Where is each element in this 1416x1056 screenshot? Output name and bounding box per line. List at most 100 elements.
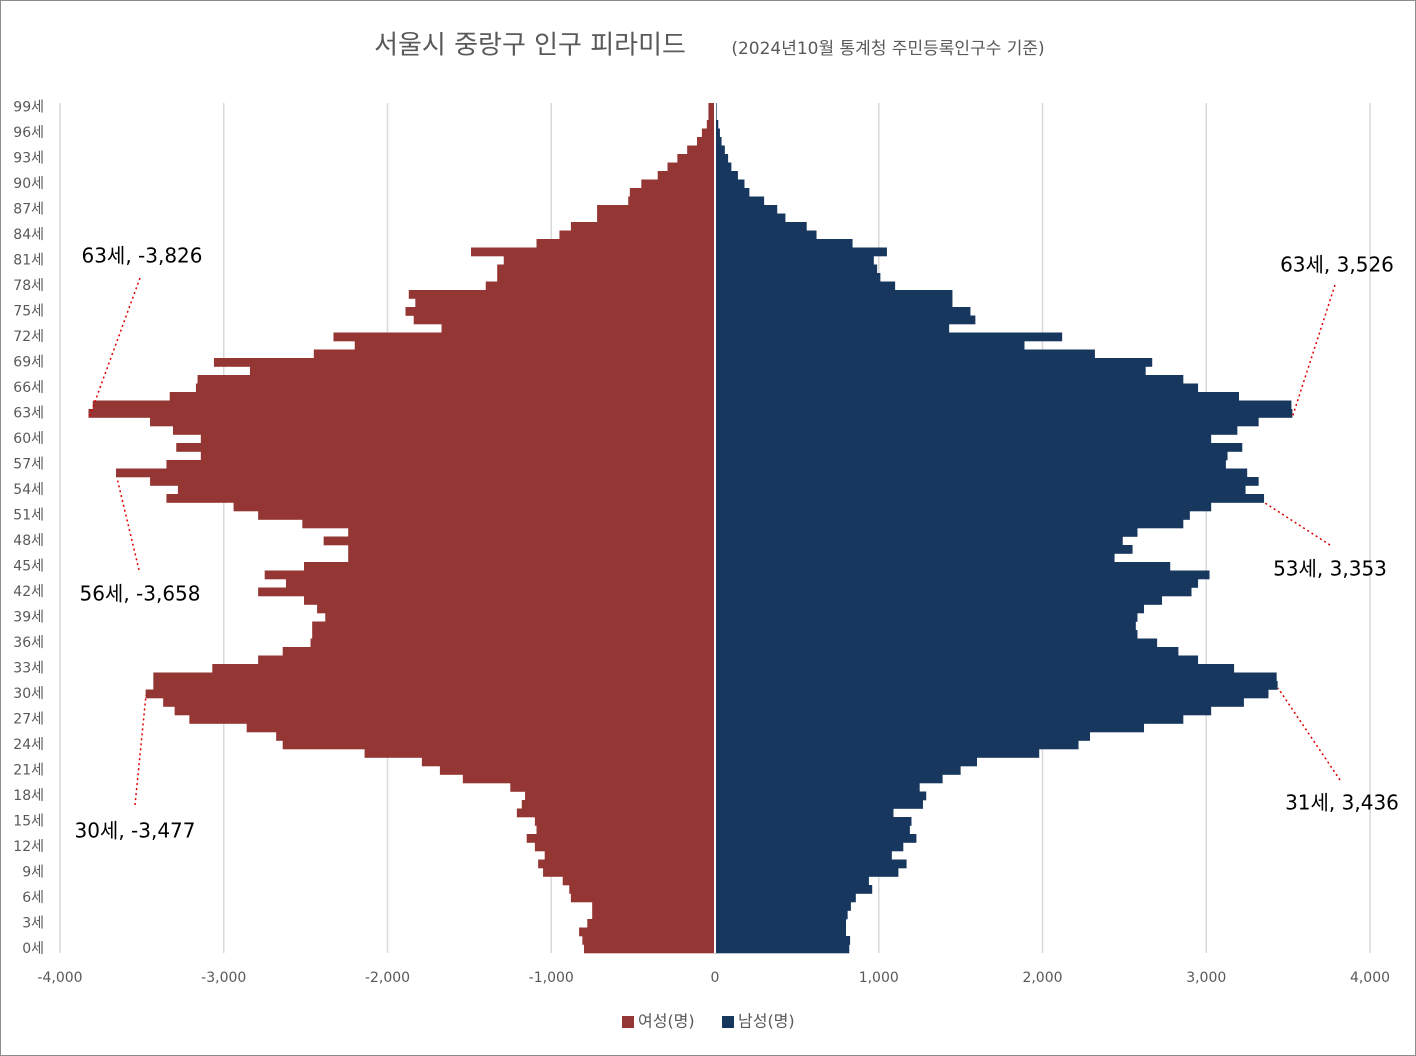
bar <box>354 341 715 350</box>
bar <box>715 426 1238 435</box>
bar <box>715 341 1025 350</box>
bar <box>715 417 1259 427</box>
bar <box>189 715 716 724</box>
legend-swatch <box>622 1016 634 1028</box>
bar <box>715 205 778 214</box>
bar <box>92 400 715 410</box>
bar <box>715 477 1259 486</box>
bar <box>715 723 1145 733</box>
bar <box>145 689 716 699</box>
y-tick-label: 51세 <box>13 507 44 523</box>
bar <box>715 120 719 129</box>
bar <box>153 681 715 690</box>
bar <box>715 800 923 809</box>
bar <box>116 468 715 478</box>
bar <box>282 740 715 750</box>
bar <box>150 417 715 427</box>
bar <box>176 443 715 452</box>
x-tick-label: 2,000 <box>1022 970 1062 986</box>
bar <box>715 230 817 240</box>
bar <box>715 783 920 792</box>
bar <box>715 689 1269 699</box>
bar <box>715 511 1190 520</box>
legend-label: 여성(명) <box>638 1012 695 1031</box>
bar <box>516 808 715 818</box>
bar <box>310 638 715 648</box>
bar <box>715 774 943 784</box>
bar <box>570 222 715 231</box>
leader-line <box>134 694 147 806</box>
bar <box>246 723 716 733</box>
y-tick-label: 63세 <box>13 405 44 421</box>
bar <box>258 587 715 597</box>
bar <box>715 188 750 197</box>
bar <box>405 307 715 316</box>
bar <box>715 664 1235 673</box>
bar <box>715 851 892 860</box>
bar <box>323 536 715 546</box>
bar <box>715 868 899 877</box>
y-tick-label: 48세 <box>13 533 44 549</box>
bar <box>715 715 1184 724</box>
bar <box>715 902 851 911</box>
chart-title: 서울시 중랑구 인구 피라미드 <box>374 31 686 61</box>
legend-swatch <box>722 1016 734 1028</box>
bar <box>497 264 715 274</box>
bar <box>715 944 850 954</box>
bar <box>708 103 715 112</box>
bar <box>715 298 953 308</box>
bar <box>687 145 715 155</box>
annotation: 31세, 3,436 <box>1285 791 1399 815</box>
bar <box>497 273 715 282</box>
annotation: 30세, -3,477 <box>74 819 195 843</box>
bar <box>303 562 715 571</box>
y-tick-label: 69세 <box>13 354 44 370</box>
bar <box>715 757 977 767</box>
bar <box>715 375 1184 384</box>
bar <box>715 766 961 775</box>
bar <box>715 825 910 835</box>
bar <box>364 749 715 758</box>
bar <box>715 247 887 257</box>
bar <box>715 366 1146 376</box>
bar <box>715 613 1138 622</box>
bar <box>715 154 729 163</box>
x-tick-label: -3,000 <box>201 970 246 986</box>
bar <box>715 162 732 172</box>
bar <box>579 927 715 937</box>
bar <box>715 791 927 801</box>
bar <box>715 315 976 325</box>
y-tick-label: 3세 <box>22 915 44 931</box>
bar <box>715 349 1095 359</box>
y-tick-label: 21세 <box>13 762 44 778</box>
bar <box>708 111 715 121</box>
bar <box>715 179 745 189</box>
bar <box>715 324 950 333</box>
bar <box>715 273 881 282</box>
bar <box>325 613 715 622</box>
chart-subtitle: (2024년10월 통계청 주민등록인구수 기준) <box>731 39 1044 59</box>
bar <box>715 817 912 826</box>
bar <box>538 859 715 869</box>
bar <box>88 409 716 418</box>
y-tick-label: 6세 <box>22 890 44 906</box>
y-tick-label: 42세 <box>13 584 44 600</box>
leader-line <box>1277 687 1341 781</box>
bar <box>715 222 807 231</box>
bar <box>258 655 715 665</box>
bar <box>471 247 715 257</box>
bar <box>715 358 1153 367</box>
bar <box>213 358 716 367</box>
bar <box>303 596 715 605</box>
bar <box>569 885 715 894</box>
bar <box>258 511 715 520</box>
bar <box>441 324 715 333</box>
bar <box>163 698 716 707</box>
legend-label: 남성(명) <box>738 1012 795 1031</box>
y-tick-label: 36세 <box>13 635 44 651</box>
bar <box>562 876 715 886</box>
bar <box>715 519 1184 529</box>
bar <box>715 919 846 928</box>
y-tick-label: 81세 <box>13 252 44 268</box>
